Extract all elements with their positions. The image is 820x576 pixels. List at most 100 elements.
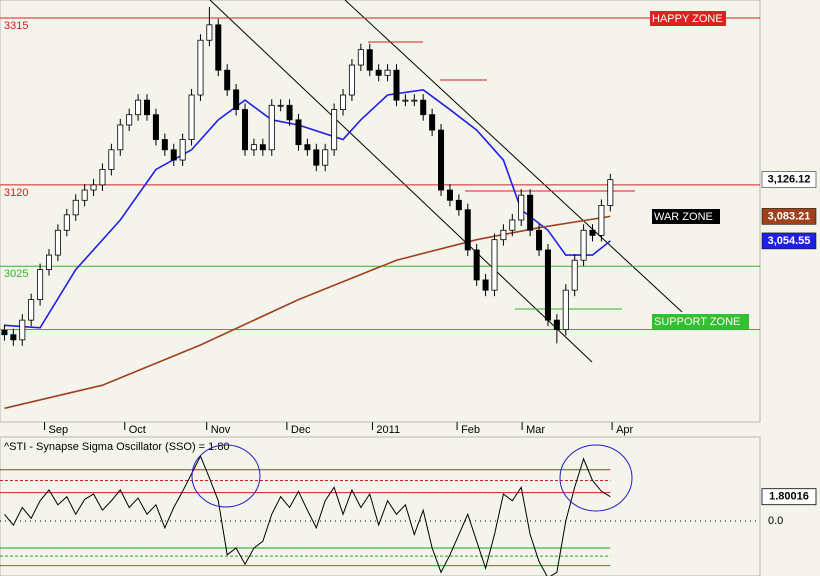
candle-body [553,319,560,330]
candle-body [518,194,525,221]
candle-body [37,269,44,300]
x-tick-label: Nov [211,424,231,436]
highlight-circle [191,444,261,508]
candle-body [313,149,320,166]
trend-line [209,0,593,363]
candle-body [1,330,8,336]
candle-body [331,109,338,151]
labels: 3315 3120 3025 Sep Oct Nov Dec 2011 Feb Mar Apr 3,1… [4,11,817,527]
candle-body [259,144,266,151]
x-tick-label: Dec [291,424,311,436]
candle-body [429,114,436,131]
zone-label: HAPPY ZONE [652,13,723,25]
last-value-label: 3,083.21 [768,210,811,222]
candle-body [135,99,142,116]
candle-body [357,49,364,66]
candle-body [233,89,240,110]
candle-body [197,39,204,96]
candle-body [366,49,373,71]
x-tick-label: Mar [526,424,545,436]
oscillator-line [4,454,611,576]
last-value-box [761,171,817,188]
candle-body [304,144,311,151]
last-value-box [761,232,817,250]
candle-body [206,24,213,41]
candle-body [544,249,551,321]
zone-box [652,209,720,224]
candle-body [420,99,427,116]
candle-body [81,189,88,201]
candle-body [54,229,61,256]
candle-body [340,94,347,110]
candle-body [607,179,614,206]
candle-body [509,219,516,231]
candle-body [170,149,177,161]
candle-body [598,205,605,236]
candle-body [500,229,507,241]
candle-body [126,114,133,126]
candle-body [63,214,70,231]
zone-label: SUPPORT ZONE [654,316,740,328]
candle-body [402,99,409,102]
y-tick-label: 3120 [4,187,28,199]
candle-body [161,139,168,151]
oscillator-panel [0,436,761,576]
candle-body [108,149,115,170]
candle-body [375,69,382,76]
osc-marks [0,454,760,576]
last-value-box [761,488,817,506]
x-tick-label: Feb [461,424,480,436]
candle-body [446,189,453,201]
y-tick-label: 3025 [4,268,28,280]
candle-body [455,199,462,211]
main-panel [0,0,761,423]
candle-body [491,239,498,291]
candle-body [144,99,151,116]
candle-body [411,99,418,102]
trend-line [344,0,683,313]
zone-box [650,11,726,26]
candle-body [527,194,534,231]
candle-body [90,184,97,191]
y-tick-label: 0.0 [768,515,783,527]
candle-body [438,129,445,191]
candle-body [99,169,106,186]
candle-body [580,229,587,261]
last-value-label: 3,126.12 [768,174,811,186]
candle-body [464,209,471,251]
candle-body [295,119,302,146]
candle-body [286,104,293,121]
candle-body [348,64,355,96]
candle-body [268,104,275,151]
candle-body [536,229,543,251]
x-tick-label: Oct [129,424,146,436]
candle-body [277,104,284,107]
candle-body [473,249,480,281]
candle-body [250,144,257,151]
candle-body [562,289,569,330]
candle-body [19,319,26,341]
candle-body [117,124,124,151]
zone-label: WAR ZONE [654,211,713,223]
osc-title: ^STI - Synapse Sigma Oscillator (SSO) = … [4,441,230,453]
candle-body [322,149,329,166]
candle-body [571,259,578,291]
candle-body [393,69,400,101]
candle-body [589,229,596,236]
highlight-circle [559,444,633,512]
main-marks [0,6,760,410]
candle-body [215,24,222,71]
candle-body [188,94,195,140]
candle-body [224,69,231,91]
candle-body [242,109,249,151]
x-tick-label: Sep [49,424,69,436]
candle-body [384,69,391,76]
x-tick-label: 2011 [376,424,400,436]
zone-box [652,314,749,329]
last-value-box [761,208,817,225]
candle-body [46,254,53,271]
candle-body [10,334,17,341]
candle-body [72,199,79,216]
candle-body [482,279,489,291]
